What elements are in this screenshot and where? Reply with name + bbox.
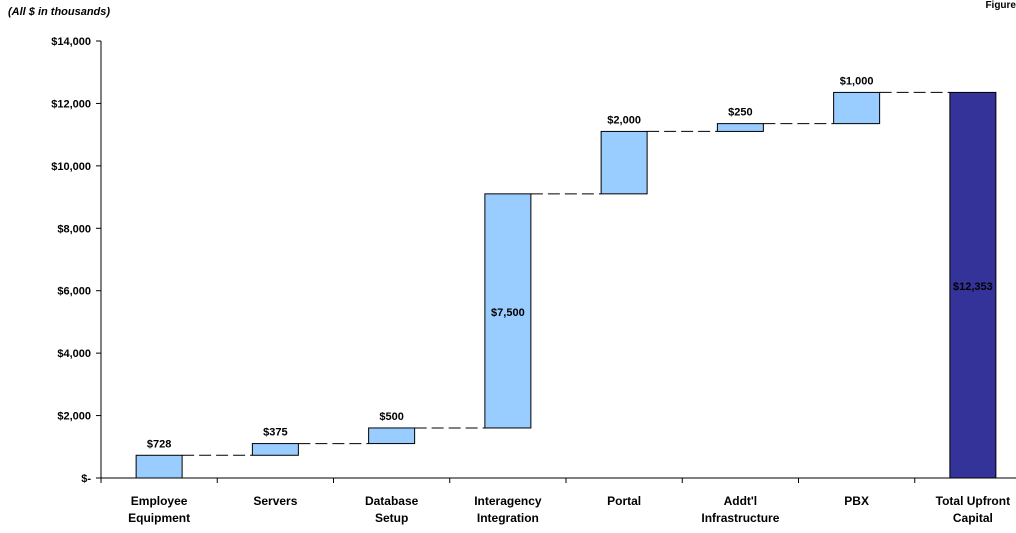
y-tick-label: $10,000 <box>51 161 91 173</box>
y-tick-label: $14,000 <box>51 36 91 48</box>
bar <box>716 123 764 132</box>
x-category-label: Total Upfront <box>936 494 1010 508</box>
x-category-label: PBX <box>844 494 869 508</box>
x-category-label: Capital <box>953 511 993 525</box>
x-category-label: Integration <box>477 511 539 525</box>
figure-label: Figure <box>985 0 1016 11</box>
y-tick-label: $12,000 <box>51 98 91 110</box>
x-category-label: Addt'l <box>724 494 758 508</box>
x-category-label: Employee <box>131 494 188 508</box>
data-label: $1,000 <box>840 75 874 87</box>
bar <box>368 427 416 445</box>
bar <box>251 443 299 456</box>
data-label: $2,000 <box>607 114 641 126</box>
y-tick-label: $2,000 <box>57 411 91 423</box>
units-note: (All $ in thousands) <box>8 6 111 18</box>
bar <box>484 193 532 429</box>
y-tick-label: $4,000 <box>57 348 91 360</box>
x-category-label: Interagency <box>474 494 542 508</box>
x-category-label: Servers <box>253 494 297 508</box>
y-tick-label: $- <box>81 473 91 485</box>
bar <box>600 130 648 195</box>
x-category-label: Equipment <box>128 511 190 525</box>
data-label: $7,500 <box>491 307 525 319</box>
data-label: $375 <box>263 427 287 439</box>
y-tick-label: $8,000 <box>57 223 91 235</box>
data-label: $12,353 <box>953 281 993 293</box>
bar <box>833 91 881 125</box>
data-label: $500 <box>379 411 403 423</box>
bar <box>949 91 997 479</box>
x-category-label: Setup <box>375 511 408 525</box>
data-label: $728 <box>147 438 171 450</box>
bar <box>135 454 183 479</box>
data-label: $250 <box>728 107 752 119</box>
x-category-label: Database <box>365 494 419 508</box>
x-category-label: Infrastructure <box>701 511 779 525</box>
y-tick-label: $6,000 <box>57 286 91 298</box>
x-category-label: Portal <box>607 494 641 508</box>
